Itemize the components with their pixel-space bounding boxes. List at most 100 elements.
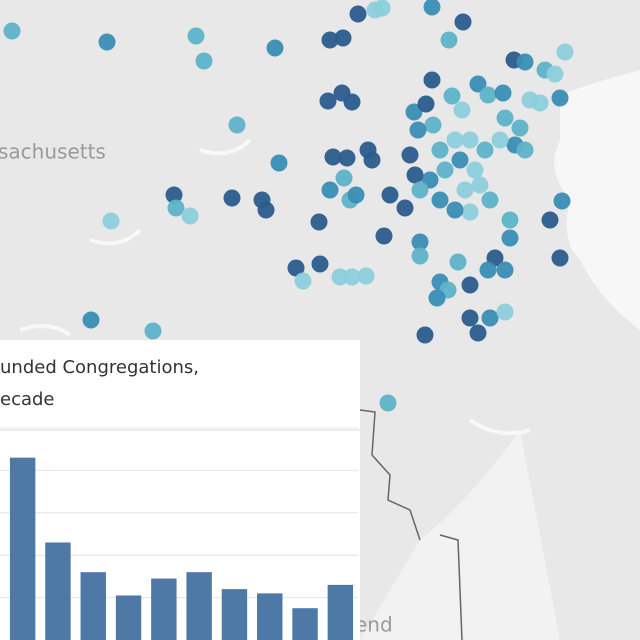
congregation-dot <box>310 213 328 231</box>
congregation-dot <box>266 39 284 57</box>
congregation-dot <box>228 116 246 134</box>
congregation-dot <box>443 87 461 105</box>
congregation-dot <box>375 227 393 245</box>
congregation-dot <box>102 212 120 230</box>
congregation-dot <box>516 53 534 71</box>
congregation-dot <box>373 0 391 17</box>
congregation-dot <box>424 116 442 134</box>
congregation-dot <box>144 322 162 340</box>
congregation-dot <box>476 141 494 159</box>
congregation-dot <box>453 101 471 119</box>
congregation-dot <box>311 255 329 273</box>
congregation-dot <box>491 131 509 149</box>
congregation-dot <box>501 211 519 229</box>
congregation-dot <box>324 148 342 166</box>
congregation-dot <box>516 141 534 159</box>
congregation-dot <box>396 199 414 217</box>
congregation-dot <box>546 65 564 83</box>
bar <box>257 593 283 640</box>
congregation-dot <box>553 192 571 210</box>
bar <box>292 608 318 640</box>
bar <box>45 542 71 640</box>
congregation-dot <box>343 268 361 286</box>
congregation-dot <box>349 5 367 23</box>
bar <box>327 584 354 640</box>
congregation-dot <box>461 309 479 327</box>
chart-title: unded Congregations, <box>0 357 199 378</box>
chart-panel: unded Congregations, ecade <box>0 340 360 640</box>
congregation-dot <box>446 131 464 149</box>
congregation-dot <box>401 146 419 164</box>
bay <box>360 430 560 640</box>
congregation-dot <box>167 199 185 217</box>
congregation-dot <box>481 309 499 327</box>
congregation-dot <box>496 109 514 127</box>
congregation-dot <box>406 166 424 184</box>
congregation-dot <box>511 119 529 137</box>
congregation-dot <box>431 141 449 159</box>
congregation-dot <box>294 272 312 290</box>
congregation-dot <box>165 186 183 204</box>
congregation-dots <box>3 0 574 412</box>
congregation-dot <box>496 261 514 279</box>
congregation-dot <box>461 276 479 294</box>
bar <box>151 578 177 640</box>
congregation-dot <box>287 259 305 277</box>
congregation-dot <box>431 191 449 209</box>
congregation-dot <box>357 267 375 285</box>
congregation-dot <box>454 13 472 31</box>
congregation-dot <box>436 161 454 179</box>
congregation-dot <box>82 311 100 329</box>
congregation-dot <box>541 211 559 229</box>
congregation-dot <box>494 84 512 102</box>
chart-title: ecade <box>0 389 55 410</box>
congregation-dot <box>321 181 339 199</box>
congregation-dot <box>551 249 569 267</box>
congregation-dot <box>381 186 399 204</box>
congregation-dot <box>466 161 484 179</box>
congregation-dot <box>334 29 352 47</box>
congregation-dot <box>461 131 479 149</box>
bar <box>9 457 36 640</box>
bar <box>186 572 212 640</box>
congregation-dot <box>331 268 349 286</box>
congregation-dot <box>98 33 116 51</box>
congregation-dot <box>411 247 429 265</box>
congregation-dot <box>423 0 441 16</box>
congregation-dot <box>469 324 487 342</box>
congregation-dot <box>456 181 474 199</box>
congregation-dot <box>446 201 464 219</box>
congregation-dot <box>409 121 427 139</box>
congregation-dot <box>481 191 499 209</box>
congregation-dot <box>416 326 434 344</box>
congregation-dot <box>556 43 574 61</box>
congregation-dot <box>501 229 519 247</box>
congregation-dot <box>187 27 205 45</box>
congregation-dot <box>347 186 365 204</box>
congregation-dot <box>338 149 356 167</box>
bar <box>115 595 142 640</box>
congregation-dot <box>411 233 429 251</box>
congregation-dot <box>479 86 497 104</box>
congregation-dot <box>223 189 241 207</box>
congregation-dot <box>496 303 514 321</box>
congregation-dot <box>471 176 489 194</box>
congregation-dot <box>440 31 458 49</box>
congregation-dot <box>451 151 469 169</box>
congregation-dot <box>423 71 441 89</box>
congregation-dot <box>181 207 199 225</box>
map-label: end <box>355 613 393 637</box>
river <box>19 138 531 436</box>
ocean <box>554 70 640 330</box>
bar <box>221 589 248 640</box>
congregation-dot <box>195 52 213 70</box>
map-label: sachusetts <box>0 140 106 164</box>
congregation-dot <box>449 253 467 271</box>
congregation-dot <box>3 22 21 40</box>
congregation-dot <box>469 75 487 93</box>
congregation-dot <box>257 201 275 219</box>
congregation-dot <box>411 181 429 199</box>
congregation-dot <box>531 94 549 112</box>
congregation-dot <box>343 93 361 111</box>
